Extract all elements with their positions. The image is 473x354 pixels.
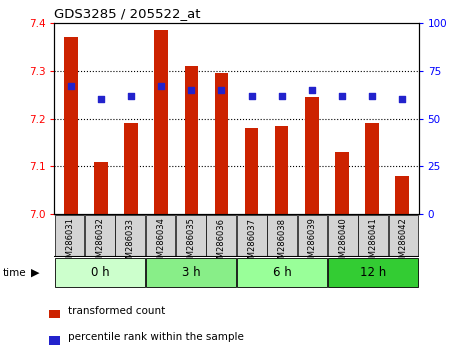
Bar [335, 152, 349, 214]
Text: GSM286041: GSM286041 [368, 218, 377, 268]
Bar [49, 336, 60, 345]
Text: transformed count: transformed count [68, 306, 165, 316]
Text: 6 h: 6 h [272, 266, 291, 279]
Text: time: time [2, 268, 26, 278]
Point [368, 93, 376, 98]
Text: GSM286036: GSM286036 [217, 218, 226, 269]
Bar [237, 258, 327, 287]
Text: GSM286039: GSM286039 [308, 218, 317, 268]
Bar [305, 97, 318, 214]
Bar [124, 123, 138, 214]
Bar [298, 215, 327, 256]
Bar [206, 215, 236, 256]
Text: 0 h: 0 h [91, 266, 109, 279]
Bar [184, 66, 198, 214]
Bar [358, 215, 388, 256]
Bar [146, 258, 236, 287]
Bar [176, 215, 206, 256]
Bar [94, 161, 108, 214]
Bar [55, 215, 85, 256]
Bar [55, 258, 145, 287]
Text: GSM286032: GSM286032 [96, 218, 105, 268]
Text: 12 h: 12 h [360, 266, 386, 279]
Point [67, 83, 75, 89]
Text: GSM286042: GSM286042 [399, 218, 408, 268]
Text: GSM286034: GSM286034 [156, 218, 165, 268]
Text: ▶: ▶ [31, 268, 40, 278]
Bar [365, 123, 379, 214]
Text: percentile rank within the sample: percentile rank within the sample [68, 332, 244, 342]
Point [97, 97, 105, 102]
Bar [328, 258, 418, 287]
Bar [237, 215, 267, 256]
Point [398, 97, 406, 102]
Bar [267, 215, 297, 256]
Text: GSM286040: GSM286040 [338, 218, 347, 268]
Point [338, 93, 346, 98]
Point [308, 87, 315, 93]
Text: GSM286038: GSM286038 [278, 218, 287, 269]
Bar [245, 128, 258, 214]
Bar [395, 176, 409, 214]
Text: GDS3285 / 205522_at: GDS3285 / 205522_at [54, 7, 201, 21]
Bar [155, 30, 168, 214]
Bar [85, 215, 115, 256]
Point [218, 87, 225, 93]
Bar [49, 310, 60, 318]
Point [278, 93, 285, 98]
Text: GSM286031: GSM286031 [65, 218, 74, 268]
Text: GSM286037: GSM286037 [247, 218, 256, 269]
Point [127, 93, 135, 98]
Bar [215, 73, 228, 214]
Bar [115, 215, 145, 256]
Bar [146, 215, 175, 256]
Text: GSM286033: GSM286033 [126, 218, 135, 269]
Bar [64, 38, 78, 214]
Point [158, 83, 165, 89]
Point [248, 93, 255, 98]
Bar [328, 215, 358, 256]
Text: GSM286035: GSM286035 [186, 218, 195, 268]
Point [188, 87, 195, 93]
Bar [388, 215, 418, 256]
Bar [275, 126, 289, 214]
Text: 3 h: 3 h [182, 266, 200, 279]
